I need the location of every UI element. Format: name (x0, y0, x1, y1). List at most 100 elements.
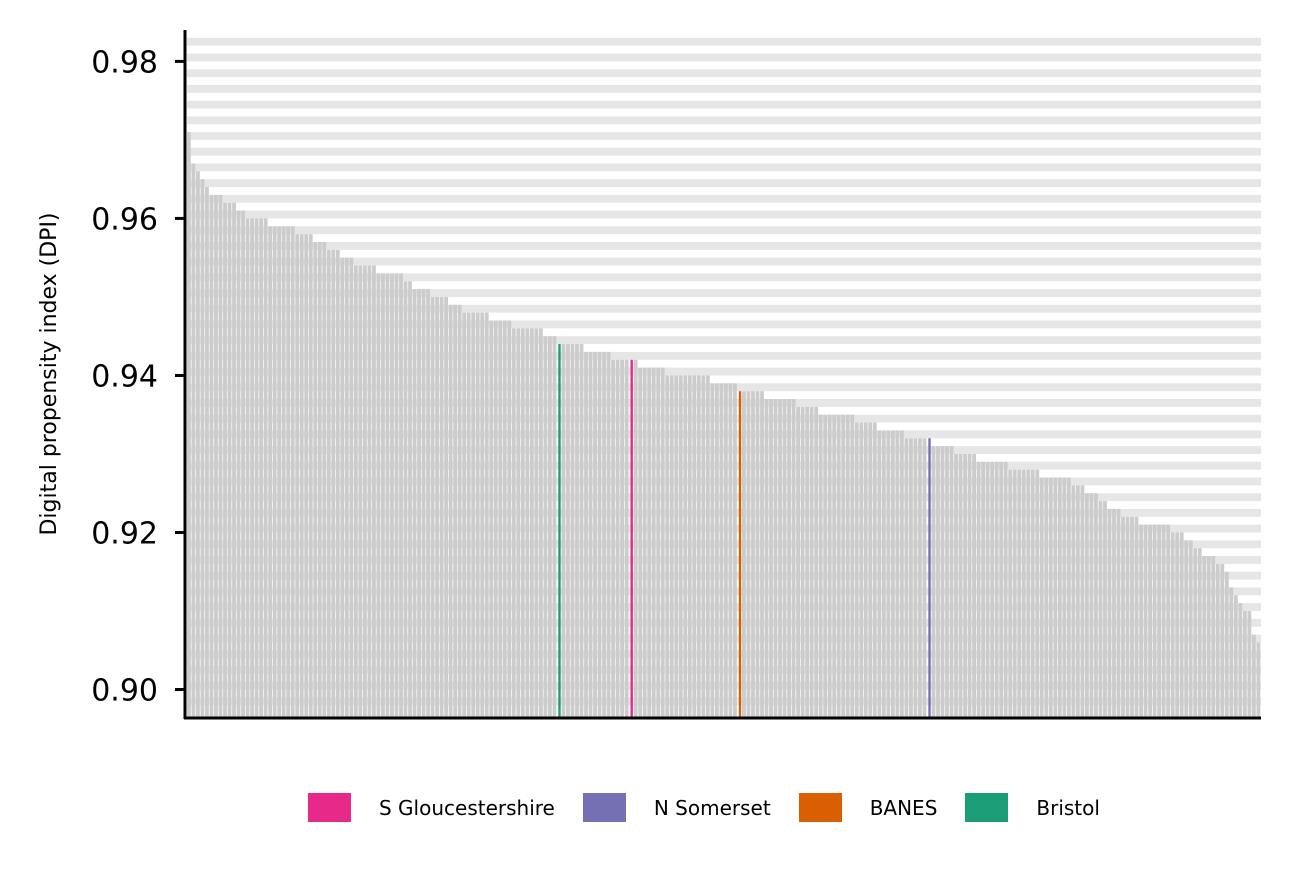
bar (408, 281, 412, 717)
bar (913, 438, 918, 717)
bar (1161, 524, 1166, 717)
bar (1188, 540, 1193, 717)
legend-label-bristol: Bristol (1036, 795, 1100, 820)
bar (223, 202, 227, 717)
bar (308, 234, 313, 717)
bar (742, 391, 746, 717)
bar (895, 430, 900, 717)
legend-swatch-n-somerset (582, 793, 626, 822)
bar (1008, 469, 1013, 717)
bar (823, 414, 828, 717)
bar (187, 132, 191, 717)
bar (954, 453, 958, 717)
bar (1215, 563, 1220, 717)
background-band (187, 132, 1261, 140)
bar (1152, 524, 1157, 717)
background-band (187, 226, 1261, 235)
bar (615, 359, 620, 717)
bar (209, 194, 214, 717)
bar (733, 383, 737, 717)
bar (534, 328, 539, 717)
y-ticks: 0.90 0.92 0.94 0.96 0.98 (91, 45, 185, 709)
bar (782, 399, 787, 717)
y-tick-label: 0.92 (91, 516, 158, 551)
bar (426, 289, 430, 717)
bar (638, 367, 643, 717)
bar (493, 320, 498, 717)
bar (1112, 508, 1116, 717)
bar (976, 461, 981, 717)
bar (751, 391, 755, 717)
bar (1233, 595, 1238, 717)
bar (245, 218, 250, 718)
bar (791, 399, 796, 717)
bar (999, 461, 1004, 717)
bar (854, 422, 859, 717)
y-axis-title: Digital propensity index (DPI) (37, 212, 62, 535)
legend-swatch-banes (798, 793, 842, 822)
bar (520, 328, 525, 717)
background-band (187, 147, 1261, 156)
background-band (187, 320, 1261, 329)
bar (678, 375, 683, 717)
bar (877, 430, 882, 717)
bar (1170, 532, 1175, 717)
legend-label-banes: BANES (869, 795, 938, 820)
bar (981, 461, 986, 717)
bar (1039, 477, 1044, 717)
bar (349, 257, 354, 717)
bar (972, 453, 977, 717)
bar (809, 406, 814, 717)
bar (606, 351, 611, 717)
bar (963, 453, 967, 717)
bar (538, 328, 543, 717)
highlight-bar-s-gloucestershire (630, 359, 633, 717)
bar (1206, 556, 1211, 717)
bar (633, 359, 638, 717)
bar (390, 273, 394, 717)
bar (1075, 485, 1080, 717)
background-band (187, 53, 1261, 62)
bar (1197, 548, 1202, 717)
bar (268, 226, 273, 718)
y-tick-label: 0.98 (91, 45, 158, 80)
bar (516, 328, 521, 717)
bar (899, 430, 904, 717)
bars-group (187, 132, 1261, 718)
background-band (187, 179, 1261, 188)
bar (872, 422, 877, 717)
bar (254, 218, 259, 718)
background-band (187, 163, 1261, 172)
bar (1238, 603, 1243, 717)
legend-swatch-s-gloucestershire (308, 793, 351, 822)
bar (1048, 477, 1053, 717)
legend-item-n-somerset: N Somerset (582, 793, 771, 822)
bar (692, 375, 697, 717)
bar (1116, 508, 1121, 717)
bar (1184, 540, 1189, 717)
legend-swatch-bristol (965, 793, 1009, 822)
bar (611, 359, 615, 717)
bar (439, 296, 444, 717)
bar (714, 383, 719, 717)
background-band (187, 116, 1261, 125)
bar (475, 312, 480, 717)
bar (827, 414, 832, 717)
bar (372, 265, 376, 717)
bar (674, 375, 679, 717)
bar (1247, 611, 1252, 717)
bar (868, 422, 873, 717)
legend: S Gloucestershire N Somerset BANES Brist… (308, 793, 1128, 822)
background-band (187, 69, 1261, 78)
bar (755, 391, 760, 717)
bar (1089, 493, 1094, 717)
bar (805, 406, 810, 717)
bar (602, 351, 606, 717)
bar (949, 446, 954, 717)
bar (597, 351, 602, 717)
bar (841, 414, 846, 717)
bar (710, 383, 715, 717)
bar (1053, 477, 1058, 717)
bar (1148, 524, 1152, 717)
bar (376, 273, 381, 717)
